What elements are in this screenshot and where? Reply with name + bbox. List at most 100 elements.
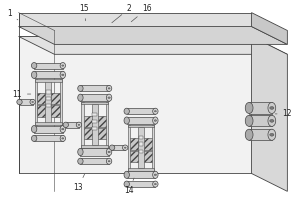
Polygon shape: [152, 125, 154, 171]
Text: 16: 16: [131, 4, 152, 22]
Ellipse shape: [78, 148, 83, 156]
Polygon shape: [129, 138, 153, 150]
Circle shape: [108, 151, 110, 153]
Circle shape: [78, 124, 80, 125]
Polygon shape: [249, 102, 272, 114]
Polygon shape: [80, 148, 109, 156]
Ellipse shape: [153, 181, 158, 187]
Polygon shape: [249, 115, 272, 126]
Polygon shape: [92, 104, 98, 145]
Ellipse shape: [32, 135, 37, 141]
Bar: [139, 150, 143, 153]
Polygon shape: [80, 158, 109, 164]
Circle shape: [61, 128, 64, 130]
Polygon shape: [46, 81, 52, 123]
Polygon shape: [127, 181, 155, 187]
Polygon shape: [81, 102, 108, 104]
Circle shape: [270, 119, 274, 122]
Ellipse shape: [124, 108, 129, 114]
Text: 13: 13: [74, 174, 85, 192]
Ellipse shape: [153, 171, 158, 178]
Polygon shape: [19, 27, 287, 44]
Circle shape: [154, 174, 157, 176]
Polygon shape: [251, 36, 287, 191]
Polygon shape: [35, 79, 62, 82]
Polygon shape: [80, 85, 109, 91]
Polygon shape: [37, 105, 60, 117]
Ellipse shape: [268, 115, 276, 126]
Ellipse shape: [17, 99, 22, 105]
Polygon shape: [37, 93, 60, 104]
Ellipse shape: [60, 71, 65, 78]
Text: 12: 12: [275, 109, 292, 118]
Circle shape: [270, 133, 274, 136]
Bar: [46, 97, 51, 100]
Ellipse shape: [76, 122, 82, 128]
Circle shape: [32, 101, 34, 103]
Bar: [92, 113, 97, 116]
Circle shape: [154, 120, 157, 121]
Ellipse shape: [106, 158, 112, 164]
Ellipse shape: [78, 94, 83, 101]
Polygon shape: [19, 36, 287, 54]
Polygon shape: [66, 122, 79, 128]
Polygon shape: [127, 171, 155, 178]
Circle shape: [108, 88, 110, 89]
Polygon shape: [127, 108, 155, 114]
Circle shape: [154, 183, 156, 185]
Polygon shape: [249, 129, 272, 140]
Ellipse shape: [32, 126, 37, 133]
Circle shape: [61, 74, 64, 76]
Polygon shape: [251, 13, 287, 44]
Text: 1: 1: [7, 9, 18, 20]
Ellipse shape: [245, 129, 253, 140]
Ellipse shape: [106, 148, 112, 156]
Bar: [139, 142, 143, 146]
Ellipse shape: [30, 99, 35, 105]
Bar: [92, 127, 97, 130]
Polygon shape: [35, 122, 62, 125]
Bar: [46, 90, 51, 94]
Circle shape: [154, 111, 156, 112]
Ellipse shape: [106, 94, 112, 101]
Polygon shape: [34, 135, 63, 141]
Ellipse shape: [124, 181, 129, 187]
Ellipse shape: [110, 145, 115, 150]
Ellipse shape: [122, 145, 128, 150]
Text: 15: 15: [80, 4, 89, 21]
Polygon shape: [128, 125, 130, 171]
Polygon shape: [128, 168, 154, 171]
Polygon shape: [34, 126, 63, 133]
Ellipse shape: [60, 126, 65, 133]
Polygon shape: [138, 127, 144, 168]
Polygon shape: [20, 99, 33, 105]
Circle shape: [124, 147, 126, 148]
Polygon shape: [128, 125, 154, 127]
Ellipse shape: [268, 102, 276, 114]
Polygon shape: [83, 128, 107, 139]
Bar: [139, 136, 143, 139]
Text: 11: 11: [12, 90, 31, 99]
Ellipse shape: [245, 115, 253, 126]
Polygon shape: [34, 63, 63, 69]
Bar: [92, 120, 97, 123]
Text: 14: 14: [124, 178, 134, 195]
Polygon shape: [83, 116, 107, 127]
Circle shape: [108, 161, 110, 162]
Ellipse shape: [153, 108, 158, 114]
Ellipse shape: [106, 85, 112, 91]
Ellipse shape: [60, 135, 65, 141]
Polygon shape: [35, 79, 38, 125]
Ellipse shape: [60, 63, 65, 69]
Polygon shape: [129, 151, 153, 162]
Polygon shape: [80, 94, 109, 101]
Ellipse shape: [245, 102, 253, 114]
Polygon shape: [112, 145, 125, 150]
Polygon shape: [34, 71, 63, 78]
Circle shape: [270, 107, 274, 109]
Circle shape: [62, 138, 64, 139]
Polygon shape: [19, 36, 251, 173]
Polygon shape: [59, 79, 62, 125]
Polygon shape: [81, 145, 108, 148]
Polygon shape: [19, 13, 251, 27]
